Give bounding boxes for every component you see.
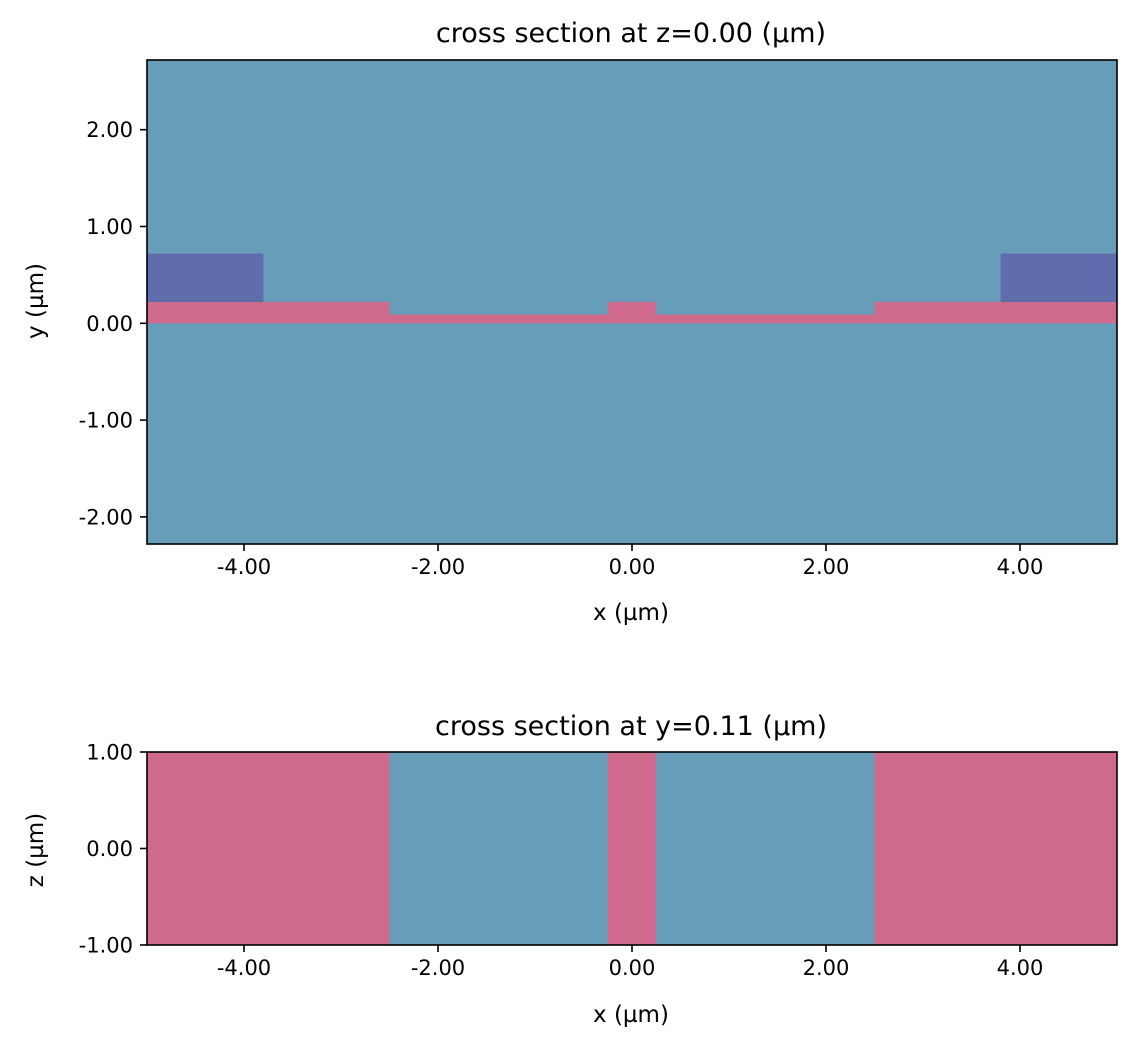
bottom-region-core-medium-1 bbox=[607, 752, 657, 945]
top-x-tick-label: -4.00 bbox=[217, 555, 271, 579]
bottom-x-tick-label: 4.00 bbox=[997, 956, 1044, 980]
top-y-ticks: -2.00 -1.00 0.00 1.00 2.00 bbox=[79, 118, 147, 529]
bottom-y-tick-label: -1.00 bbox=[79, 934, 133, 958]
top-y-tick-label: -1.00 bbox=[79, 409, 133, 433]
top-x-tick-label: -2.00 bbox=[411, 555, 465, 579]
top-x-axis-label: x (µm) bbox=[593, 600, 669, 626]
top-y-tick-label: 0.00 bbox=[86, 312, 133, 336]
bottom-x-tick-label: -2.00 bbox=[411, 956, 465, 980]
top-x-tick-label: 0.00 bbox=[609, 555, 656, 579]
bottom-plot-area bbox=[146, 751, 1118, 946]
top-x-tick-label: 2.00 bbox=[803, 555, 850, 579]
top-cross-section-plot: -4.00 -2.00 0.00 2.00 4.00 -2.00 -1.00 0.00 1.0… bbox=[23, 18, 1118, 626]
top-chart-title: cross section at z=0.00 (µm) bbox=[436, 18, 826, 49]
bottom-x-ticks: -4.00 -2.00 0.00 2.00 4.00 bbox=[217, 945, 1044, 980]
bottom-y-ticks: -1.00 0.00 1.00 bbox=[79, 741, 147, 958]
bottom-y-axis-label: z (µm) bbox=[23, 813, 49, 887]
bottom-y-tick-label: 0.00 bbox=[86, 837, 133, 861]
bottom-region-core-medium-2 bbox=[874, 752, 1117, 945]
bottom-chart-title: cross section at y=0.11 (µm) bbox=[435, 711, 827, 742]
bottom-x-axis-label: x (µm) bbox=[593, 1002, 669, 1028]
top-x-tick-label: 4.00 bbox=[997, 555, 1044, 579]
top-y-axis-label: y (µm) bbox=[23, 263, 49, 339]
bottom-region-core-medium-0 bbox=[147, 752, 390, 945]
bottom-cross-section-plot: -4.00 -2.00 0.00 2.00 4.00 -1.00 0.00 1.00 cro… bbox=[23, 711, 1118, 1028]
top-region-core-medium-3 bbox=[656, 314, 875, 324]
top-plot-area bbox=[146, 59, 1118, 545]
bottom-x-tick-label: 2.00 bbox=[803, 956, 850, 980]
top-y-tick-label: 2.00 bbox=[86, 118, 133, 142]
top-x-ticks: -4.00 -2.00 0.00 2.00 4.00 bbox=[217, 544, 1044, 579]
bottom-x-tick-label: 0.00 bbox=[609, 956, 656, 980]
top-y-tick-label: -2.00 bbox=[79, 505, 133, 529]
top-region-core-medium-2 bbox=[607, 302, 657, 324]
top-region-core-medium-1 bbox=[389, 314, 608, 324]
top-region-electrode-medium-6 bbox=[1000, 253, 1117, 302]
top-region-core-medium-0 bbox=[147, 302, 390, 324]
top-region-core-medium-4 bbox=[874, 302, 1117, 324]
top-region-electrode-medium-5 bbox=[147, 253, 264, 302]
top-y-tick-label: 1.00 bbox=[86, 215, 133, 239]
bottom-x-tick-label: -4.00 bbox=[217, 956, 271, 980]
bottom-y-tick-label: 1.00 bbox=[86, 741, 133, 765]
